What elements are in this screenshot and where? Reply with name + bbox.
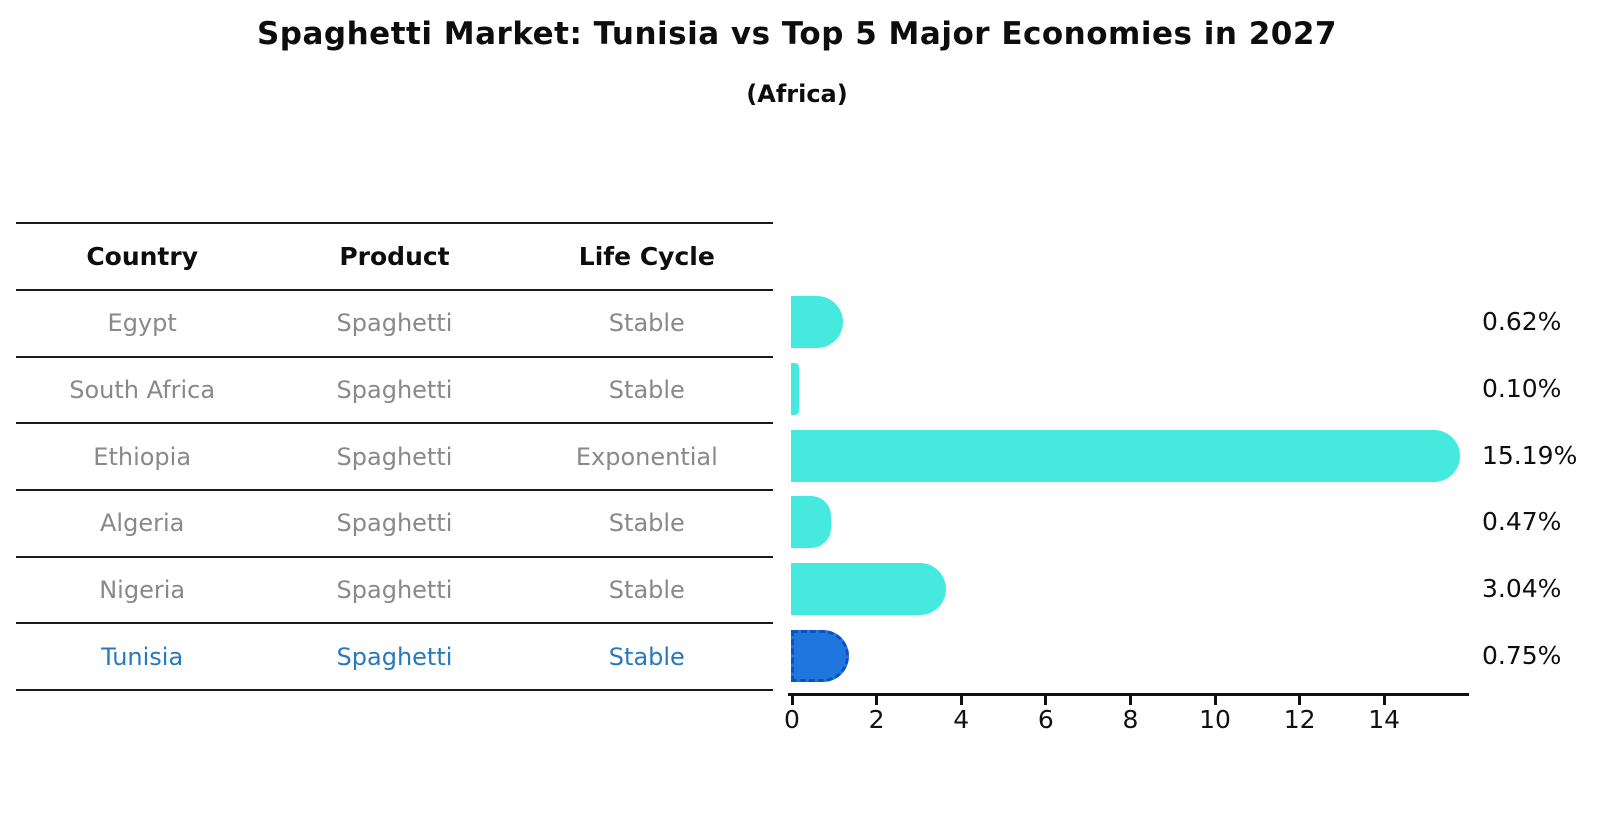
table-row-tunisia: Tunisia Spaghetti Stable — [16, 624, 773, 691]
x-tick-mark-0 — [790, 696, 794, 705]
table-cell-life_cycle: Stable — [608, 575, 685, 604]
value-label-5: 0.75% — [1482, 640, 1562, 670]
table-cell-life_cycle: Stable — [608, 509, 685, 538]
x-tick-label-12: 12 — [1283, 705, 1316, 734]
x-tick-mark-12 — [1298, 696, 1302, 705]
table-cell-product: Spaghetti — [336, 309, 453, 338]
table-cell-life_cycle: Stable — [608, 642, 685, 671]
table-header-row: Country Product Life Cycle — [16, 224, 773, 291]
bar-tunisia — [791, 629, 849, 682]
bar-south-africa — [791, 363, 800, 415]
table-cell-country: Algeria — [100, 509, 185, 538]
x-tick-mark-10 — [1213, 696, 1217, 705]
x-tick-label-4: 4 — [953, 705, 970, 734]
table-body: Egypt Spaghetti Stable South Africa Spaghett… — [16, 291, 773, 691]
bar-ethiopia — [791, 429, 1460, 482]
bar-egypt — [791, 296, 844, 349]
bar-algeria — [791, 496, 831, 549]
x-tick-mark-6 — [1044, 696, 1048, 705]
value-label-0: 0.62% — [1482, 307, 1562, 337]
chart-title: Spaghetti Market: Tunisia vs Top 5 Major… — [256, 16, 1338, 52]
value-label-2: 15.19% — [1482, 440, 1578, 470]
table-row-ethiopia: Ethiopia Spaghetti Exponential — [16, 424, 773, 491]
value-label-1: 0.10% — [1482, 374, 1562, 403]
table-cell-product: Spaghetti — [336, 642, 453, 671]
chart-subtitle: (Africa) — [746, 80, 848, 108]
x-tick-mark-4 — [959, 696, 963, 705]
x-tick-label-2: 2 — [868, 705, 885, 734]
table-header-cell-2: Life Cycle — [578, 242, 715, 271]
table-header-cell-0: Country — [86, 242, 199, 271]
table-cell-product: Spaghetti — [336, 442, 453, 471]
x-axis-line — [788, 693, 1469, 696]
x-tick-label-10: 10 — [1199, 705, 1231, 734]
table-cell-country: Tunisia — [101, 642, 184, 671]
x-tick-mark-8 — [1128, 696, 1132, 705]
country-table: Country Product Life Cycle Egypt Spaghetti S… — [16, 222, 773, 691]
table-cell-life_cycle: Stable — [608, 375, 685, 404]
value-label-3: 0.47% — [1482, 507, 1562, 537]
x-tick-label-0: 0 — [784, 705, 800, 734]
table-cell-product: Spaghetti — [336, 575, 453, 604]
value-label-4: 3.04% — [1482, 574, 1562, 603]
table-cell-life_cycle: Exponential — [575, 442, 718, 471]
table-row-south-africa: South Africa Spaghetti Stable — [16, 358, 773, 425]
x-tick-label-8: 8 — [1122, 705, 1139, 734]
table-cell-country: South Africa — [69, 375, 216, 404]
table-cell-product: Spaghetti — [336, 375, 453, 404]
x-tick-mark-2 — [875, 696, 879, 705]
table-header-cell-1: Product — [339, 242, 450, 271]
table-cell-country: Egypt — [107, 309, 177, 338]
x-tick-mark-14 — [1382, 696, 1386, 705]
table-cell-product: Spaghetti — [336, 509, 453, 538]
table-row-egypt: Egypt Spaghetti Stable — [16, 291, 773, 358]
table-row-algeria: Algeria Spaghetti Stable — [16, 491, 773, 558]
x-tick-label-6: 6 — [1037, 705, 1054, 734]
bar-nigeria — [791, 563, 946, 615]
table-cell-life_cycle: Stable — [608, 309, 685, 338]
x-tick-label-14: 14 — [1368, 705, 1401, 734]
table-row-nigeria: Nigeria Spaghetti Stable — [16, 558, 773, 625]
table-cell-country: Nigeria — [99, 575, 186, 604]
table-cell-country: Ethiopia — [93, 442, 192, 471]
